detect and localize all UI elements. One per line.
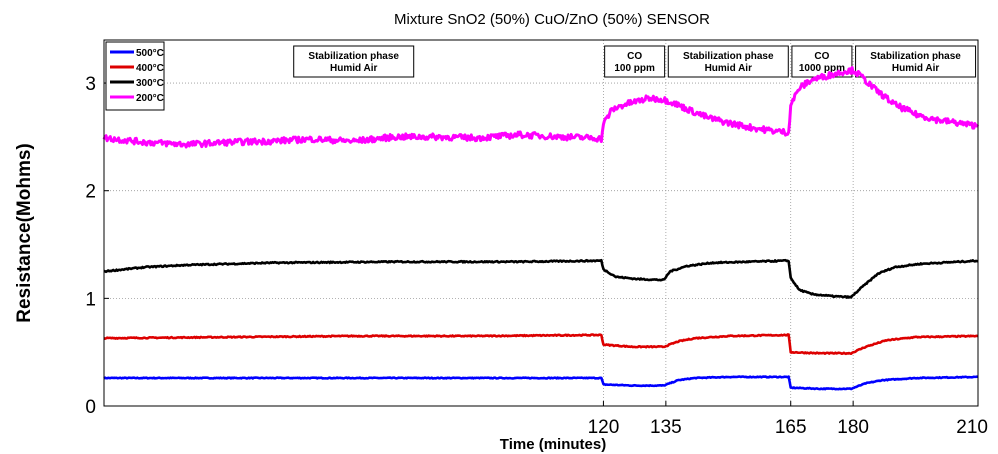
series-line	[103, 258, 979, 299]
legend-label: 200°C	[136, 93, 164, 104]
x-tick-label: 165	[775, 417, 807, 438]
legend-box	[105, 41, 165, 111]
x-tick-label: 210	[956, 417, 988, 438]
phase-label: Stabilization phase	[683, 51, 774, 62]
x-tick-label: 135	[650, 417, 682, 438]
phase-label: 1000 ppm	[799, 63, 845, 74]
x-tick-label: 120	[588, 417, 620, 438]
legend-label: 400°C	[136, 63, 164, 74]
y-tick-label: 2	[85, 182, 96, 203]
x-tick-label: 180	[837, 417, 869, 438]
series-line	[103, 333, 979, 356]
y-axis-label: Resistance(Mohms)	[14, 143, 35, 323]
phase-label: Humid Air	[892, 63, 940, 74]
x-axis-label: Time (minutes)	[500, 436, 606, 453]
phase-label: 100 ppm	[614, 63, 655, 74]
series-line	[102, 65, 980, 149]
y-tick-label: 3	[85, 74, 96, 95]
axis-ticks: 0 1 2 3 120 135 165 180 210	[85, 74, 988, 438]
phase-label: CO	[814, 51, 829, 62]
plot-frame	[103, 39, 979, 407]
grid-layer	[104, 40, 978, 406]
series-layer	[102, 65, 980, 391]
y-tick-label: 1	[85, 289, 96, 310]
phase-label: Humid Air	[705, 63, 753, 74]
phase-box-frame	[855, 45, 977, 78]
phase-label: Stabilization phase	[308, 51, 399, 62]
legend-label: 500°C	[136, 48, 164, 59]
series-line	[103, 375, 979, 391]
legend: 500°C 400°C 300°C 200°C	[105, 41, 165, 111]
phase-box-frame	[667, 45, 789, 78]
phase-label: CO	[627, 51, 642, 62]
y-tick-label: 0	[85, 397, 96, 418]
phase-box-frame	[293, 45, 415, 78]
phase-label: Humid Air	[330, 63, 378, 74]
chart-title: Mixture SnO2 (50%) CuO/ZnO (50%) SENSOR	[394, 11, 710, 28]
legend-label: 300°C	[136, 78, 164, 89]
phase-label: Stabilization phase	[870, 51, 961, 62]
phase-box-frame	[604, 45, 666, 78]
